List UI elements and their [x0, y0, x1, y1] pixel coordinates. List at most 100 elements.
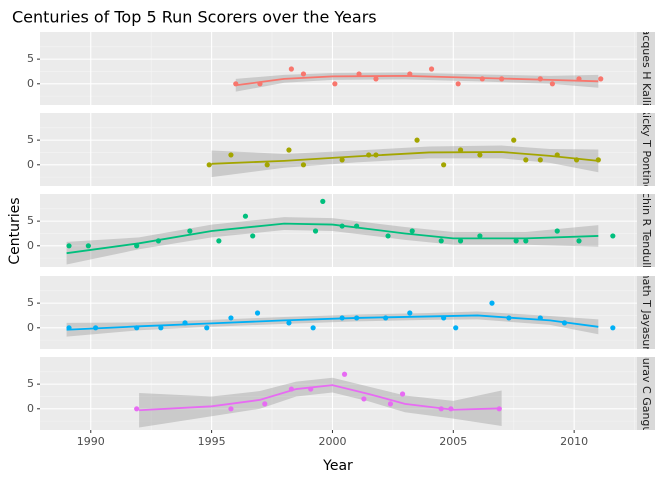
point	[254, 310, 261, 316]
point	[312, 228, 319, 234]
y-tick-label: 0	[27, 239, 34, 252]
smooth-line	[211, 151, 599, 165]
point	[477, 152, 483, 158]
strip-group: Ricky T Ponting	[640, 107, 653, 191]
y-tick-label: 0	[27, 77, 34, 90]
point	[300, 162, 307, 168]
point	[187, 228, 193, 234]
y-tick-label: 0	[27, 321, 34, 334]
x-tick-label: 2000	[318, 435, 346, 448]
strip-label: Sourav C Ganguly	[640, 344, 653, 443]
y-tick-label: 5	[27, 52, 34, 65]
point	[441, 162, 447, 168]
strip	[637, 276, 655, 349]
point	[286, 147, 292, 153]
confidence-band	[66, 217, 599, 265]
y-axis-label: Centuries	[7, 197, 23, 264]
x-tick-label: 1990	[77, 435, 105, 448]
y-tick-label: 0	[27, 158, 34, 171]
x-axis-label: Year	[322, 458, 353, 474]
smooth-line	[139, 384, 502, 412]
point	[158, 325, 164, 331]
y-tick-label: 5	[27, 214, 34, 227]
y-tick-label: 5	[27, 296, 34, 309]
point	[511, 137, 517, 143]
point	[477, 233, 483, 239]
point	[206, 162, 212, 168]
point	[576, 238, 582, 244]
point	[332, 81, 338, 87]
strip-label: Ricky T Ponting	[640, 107, 653, 191]
point	[409, 228, 415, 234]
point	[286, 320, 292, 326]
point	[414, 137, 420, 143]
panel-background	[40, 113, 637, 186]
strip-label: Sanath T Jayasuriya	[640, 258, 653, 367]
point	[320, 198, 326, 204]
point	[407, 310, 413, 316]
point	[513, 238, 519, 244]
point	[373, 76, 379, 82]
smooth-line	[66, 314, 599, 331]
strip	[637, 194, 655, 267]
y-tick-label: 5	[27, 133, 34, 146]
point	[228, 152, 234, 158]
x-tick-label: 2010	[560, 435, 588, 448]
point	[457, 147, 464, 153]
point	[457, 238, 464, 244]
confidence-band	[211, 145, 599, 178]
panel-background	[40, 357, 637, 430]
point	[228, 406, 234, 412]
x-tick-label: 2005	[439, 435, 467, 448]
point	[523, 238, 529, 244]
point	[598, 76, 604, 82]
point	[387, 401, 394, 407]
point	[428, 66, 435, 72]
panel-background	[40, 276, 637, 349]
point	[66, 243, 72, 249]
point	[438, 238, 444, 244]
confidence-band	[66, 311, 599, 337]
point	[523, 157, 529, 163]
point	[250, 233, 256, 239]
point	[610, 233, 616, 239]
strip-group: Sanath T Jayasuriya	[640, 258, 653, 367]
point	[489, 300, 495, 306]
point	[341, 371, 348, 377]
point	[361, 396, 367, 402]
point	[300, 71, 307, 77]
point	[339, 157, 345, 163]
point	[310, 325, 316, 331]
point	[264, 162, 270, 168]
strip-group: Jacques H Kallis	[640, 32, 653, 105]
strip-label: Sachin R Tendulkar	[640, 178, 653, 283]
point	[610, 325, 616, 331]
point	[399, 391, 406, 397]
point	[549, 81, 556, 87]
point	[85, 243, 91, 249]
point	[216, 238, 222, 244]
strip	[637, 357, 655, 430]
point	[453, 325, 459, 331]
point	[554, 228, 560, 234]
point	[385, 233, 391, 239]
smooth-line	[235, 74, 599, 87]
point	[262, 401, 268, 407]
strip	[637, 32, 655, 105]
point	[204, 325, 210, 331]
strip	[637, 113, 655, 186]
panel-background	[40, 194, 637, 267]
point	[537, 157, 543, 163]
point	[356, 71, 362, 77]
y-tick-label: 0	[27, 402, 34, 415]
smooth-line	[66, 222, 599, 255]
point	[288, 66, 294, 72]
panel-background	[40, 32, 637, 105]
strip-group: Sourav C Ganguly	[640, 344, 653, 443]
y-tick-label: 5	[27, 377, 34, 390]
x-tick-label: 1995	[198, 435, 226, 448]
confidence-band	[139, 377, 502, 428]
point	[455, 81, 461, 87]
